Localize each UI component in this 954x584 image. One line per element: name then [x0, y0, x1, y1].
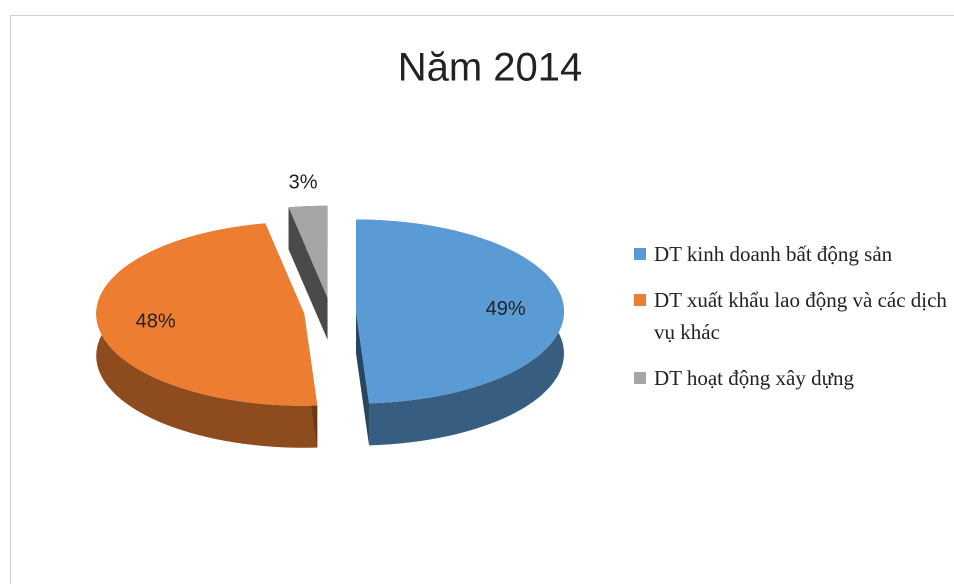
legend-label: DT kinh doanh bất động sản — [654, 242, 893, 266]
chart-title: Năm 2014 — [398, 46, 583, 90]
legend-item: DT xuất khẩu lao động và các dịch vụ khá… — [634, 284, 949, 348]
data-label: 3% — [289, 172, 318, 194]
data-label: 48% — [136, 310, 176, 332]
legend: DT kinh doanh bất động sản DT xuất khẩu l… — [634, 238, 949, 408]
data-label: 49% — [486, 298, 526, 320]
slice-tops — [96, 205, 564, 406]
slice-cut-wall — [288, 207, 328, 340]
legend-swatch — [634, 294, 646, 306]
legend-item: DT hoạt động xây dựng — [634, 362, 949, 394]
slice-cut-wall — [355, 311, 370, 446]
legend-label: DT xuất khẩu lao động và các dịch vụ khá… — [654, 288, 947, 344]
slice — [355, 219, 564, 404]
data-labels: 49% 48% 3% — [136, 172, 526, 333]
legend-swatch — [634, 372, 646, 384]
slice — [288, 205, 328, 298]
legend-item: DT kinh doanh bất động sản — [634, 238, 949, 270]
legend-label: DT hoạt động xây dựng — [654, 366, 854, 390]
legend-swatch — [634, 248, 646, 260]
slice — [96, 223, 318, 406]
